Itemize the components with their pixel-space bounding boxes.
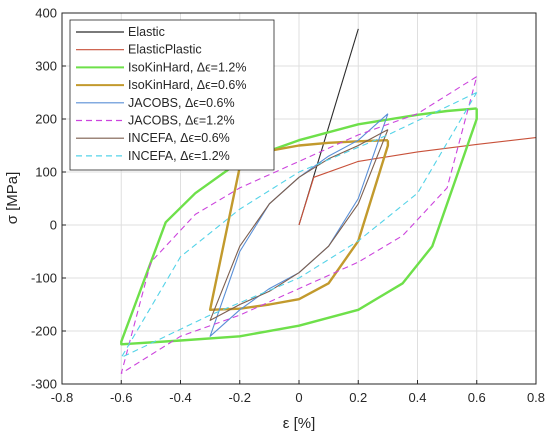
legend-label-5: JACOBS, Δϵ=0.6% xyxy=(128,96,235,110)
x-tick-label: 0 xyxy=(295,390,302,405)
x-axis-label: ε [%] xyxy=(283,415,316,432)
y-tick-label: 100 xyxy=(35,165,57,180)
legend: Elastic ElasticPlastic IsoKinHard, Δϵ=1.2%… xyxy=(69,19,275,171)
legend-label-4: IsoKinHard, Δϵ=0.6% xyxy=(128,78,246,92)
x-tick-label: -0.4 xyxy=(169,390,191,405)
y-tick-label: -100 xyxy=(31,271,57,286)
series-line-2 xyxy=(298,137,536,226)
series-layer xyxy=(120,28,536,374)
x-tick-label: 0.2 xyxy=(349,390,367,405)
x-tick-label: -0.2 xyxy=(229,390,251,405)
y-tick-label: 200 xyxy=(35,112,57,127)
y-tick-label: 400 xyxy=(35,6,57,21)
legend-label-3: IsoKinHard, Δϵ=1.2% xyxy=(128,60,246,74)
legend-label-6: JACOBS, Δϵ=1.2% xyxy=(128,114,235,128)
series-line-6 xyxy=(120,76,478,374)
legend-label-7: INCEFA, Δϵ=0.6% xyxy=(128,131,230,145)
y-tick-label: 0 xyxy=(50,218,57,233)
x-tick-label: 0.6 xyxy=(468,390,486,405)
y-axis-ticks: -300 -200 -100 0 100 200 300 400 xyxy=(31,6,66,392)
series-line-3 xyxy=(120,107,478,346)
legend-box xyxy=(69,19,275,171)
legend-label-2: ElasticPlastic xyxy=(128,43,202,57)
y-axis-label: σ [MPa] xyxy=(4,172,21,225)
series-line-8 xyxy=(120,92,478,359)
x-tick-label: 0.4 xyxy=(408,390,426,405)
y-tick-label: -200 xyxy=(31,324,57,339)
y-tick-label: 300 xyxy=(35,59,57,74)
y-tick-label: -300 xyxy=(31,377,57,392)
x-tick-label: 0.8 xyxy=(527,390,545,405)
legend-label-8: INCEFA, Δϵ=1.2% xyxy=(128,149,230,163)
series-line-7 xyxy=(209,129,389,321)
x-tick-label: -0.8 xyxy=(51,390,73,405)
x-axis-ticks: -0.8 -0.6 -0.4 -0.2 0 0.2 0.4 0.6 0.8 xyxy=(51,380,545,405)
x-tick-label: -0.6 xyxy=(110,390,132,405)
legend-label-1: Elastic xyxy=(128,25,165,39)
